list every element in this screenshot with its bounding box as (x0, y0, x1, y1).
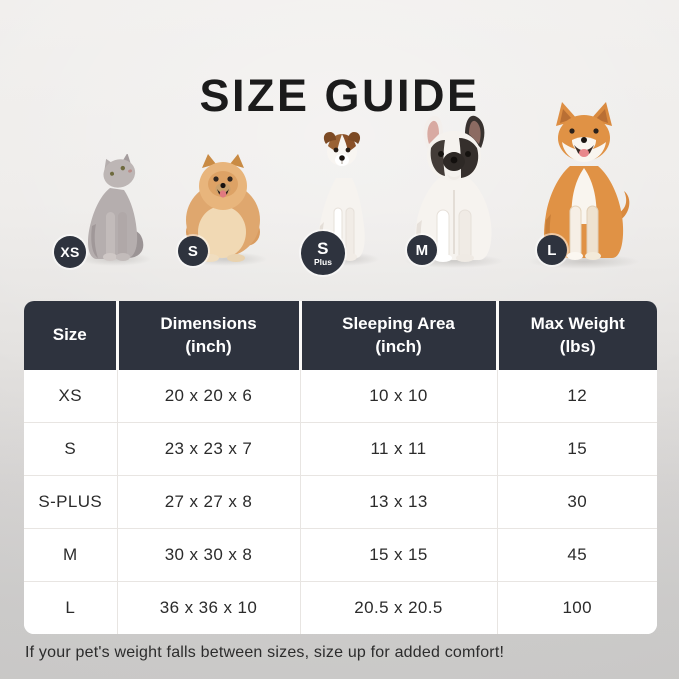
header-label: Sleeping Area (342, 313, 455, 333)
size-badge-s: S (178, 236, 208, 266)
size-badge-s-plus: S Plus (301, 231, 345, 275)
cell-size: XS (24, 370, 118, 423)
cell-max-weight: 100 (497, 581, 657, 634)
cell-sleeping-area: 13 x 13 (300, 475, 498, 529)
header-unit: (lbs) (559, 336, 596, 356)
pomeranian-dog-icon (186, 154, 260, 262)
page-title: SIZE GUIDE (199, 70, 480, 122)
cell-size: S (24, 422, 118, 476)
footer-note: If your pet's weight falls between sizes… (25, 644, 505, 661)
size-badge-label: S (187, 242, 199, 260)
gray-cat-icon (88, 154, 144, 261)
cell-size: M (24, 528, 118, 582)
cell-dimensions: 27 x 27 x 8 (117, 475, 301, 529)
pet-figure-m (407, 114, 501, 262)
cell-sleeping-area: 20.5 x 20.5 (300, 581, 498, 634)
table-row-l: L 36 x 36 x 10 20.5 x 20.5 100 (24, 581, 657, 634)
french-bulldog-icon (415, 115, 492, 262)
cell-max-weight: 45 (497, 528, 657, 582)
header-label: Dimensions (160, 313, 257, 333)
size-badge-label: XS (60, 244, 80, 260)
pet-figure-xs (82, 154, 144, 262)
cell-dimensions: 20 x 20 x 6 (117, 370, 301, 423)
size-table-container: Size Dimensions (inch) Sleeping Area (in… (24, 301, 657, 634)
table-row-s: S 23 x 23 x 7 11 x 11 15 (24, 422, 657, 476)
cell-size: L (24, 581, 118, 634)
size-badge-xs: XS (54, 236, 86, 268)
size-badge-label: M (415, 241, 429, 259)
cell-max-weight: 30 (497, 475, 657, 529)
table-row-m: M 30 x 30 x 8 15 x 15 45 (24, 528, 657, 582)
size-badge-m: M (407, 235, 437, 265)
size-badge-label: L (547, 241, 557, 259)
cell-sleeping-area: 15 x 15 (300, 528, 498, 582)
table-header-row: Size Dimensions (inch) Sleeping Area (in… (24, 301, 657, 370)
cell-max-weight: 12 (497, 370, 657, 423)
cell-dimensions: 23 x 23 x 7 (117, 422, 301, 476)
size-table: Size Dimensions (inch) Sleeping Area (in… (24, 301, 657, 634)
cell-dimensions: 30 x 30 x 8 (117, 528, 301, 582)
table-header-max-weight: Max Weight (lbs) (497, 301, 657, 370)
cell-sleeping-area: 10 x 10 (300, 370, 498, 423)
table-header-dimensions: Dimensions (inch) (117, 301, 302, 370)
pet-figure-s (184, 148, 262, 262)
cell-size: S-PLUS (24, 475, 118, 529)
table-header-sleeping-area: Sleeping Area (inch) (300, 301, 499, 370)
header-unit: (inch) (185, 336, 232, 356)
header-unit: (inch) (375, 336, 422, 356)
table-header-size: Size (24, 301, 119, 370)
table-row-s-plus: S-PLUS 27 x 27 x 8 13 x 13 30 (24, 475, 657, 529)
size-badge-label: S (317, 238, 329, 258)
table-row-xs: XS 20 x 20 x 6 10 x 10 12 (24, 370, 657, 423)
cell-max-weight: 15 (497, 422, 657, 476)
header-label: Size (52, 325, 87, 345)
size-badge-sublabel: Plus (314, 257, 332, 267)
size-badge-l: L (537, 235, 567, 265)
cell-dimensions: 36 x 36 x 10 (117, 581, 301, 634)
header-label: Max Weight (530, 313, 625, 333)
cell-sleeping-area: 11 x 11 (300, 422, 498, 476)
